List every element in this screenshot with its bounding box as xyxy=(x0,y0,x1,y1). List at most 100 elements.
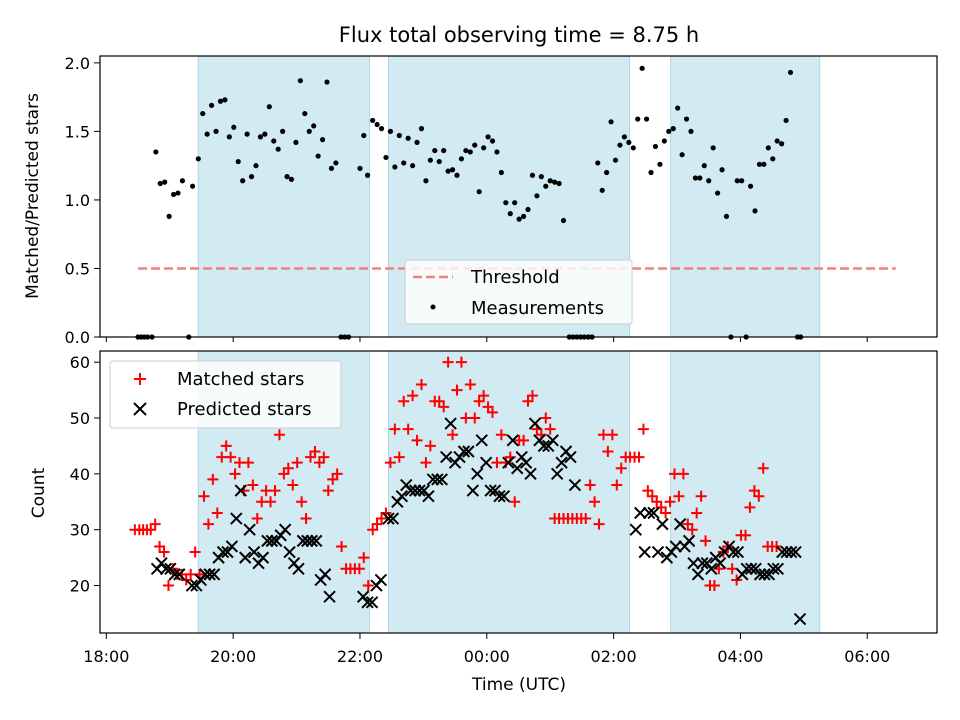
measurement-point xyxy=(547,178,553,184)
measurement-point xyxy=(288,176,295,182)
measurement-point xyxy=(293,139,299,145)
measurement-point xyxy=(489,138,496,144)
matched-star-point xyxy=(327,473,339,485)
matched-star-point xyxy=(367,524,379,536)
predicted-star-point xyxy=(789,545,802,559)
measurement-point xyxy=(661,138,667,144)
legend-predicted-label: Predicted stars xyxy=(177,399,311,420)
measurement-point xyxy=(374,121,380,128)
measurement-point xyxy=(710,145,716,151)
measurement-point xyxy=(494,149,500,155)
matched-star-point xyxy=(606,429,618,441)
matched-star-point xyxy=(287,479,299,491)
matched-star-point xyxy=(673,490,685,502)
measurement-point xyxy=(370,117,376,124)
predicted-star-point xyxy=(431,473,444,486)
measurement-point xyxy=(235,158,241,165)
matched-star-point xyxy=(198,490,210,502)
matched-star-point xyxy=(540,412,552,424)
measurement-point xyxy=(675,105,681,111)
matched-star-point xyxy=(247,479,259,491)
measurement-point xyxy=(436,158,442,165)
predicted-star-point xyxy=(256,551,270,564)
predicted-star-point xyxy=(207,568,221,581)
x-tick-label: 06:00 xyxy=(844,647,890,666)
measurement-point xyxy=(179,178,186,184)
measurement-point xyxy=(612,157,619,163)
measurement-point xyxy=(635,116,641,122)
measurement-point xyxy=(463,147,469,154)
matched-star-point xyxy=(651,496,663,508)
bottom-y-ticks: 20 30 40 50 60 xyxy=(70,353,100,596)
predicted-star-point xyxy=(435,473,448,486)
matched-star-point xyxy=(615,462,627,474)
measurement-point xyxy=(213,128,219,134)
measurement-point xyxy=(512,200,518,206)
matched-star-point xyxy=(655,501,667,513)
predicted-star-point xyxy=(705,562,718,575)
measurement-point xyxy=(253,163,259,169)
predicted-star-point xyxy=(408,484,422,497)
bottom-y-tick-label: 30 xyxy=(70,521,90,540)
predicted-star-point xyxy=(374,573,388,587)
matched-star-point xyxy=(544,423,556,435)
x-tick-label: 02:00 xyxy=(591,647,637,666)
measurement-point xyxy=(383,154,389,161)
measurement-point xyxy=(244,131,250,137)
measurement-point xyxy=(324,79,330,85)
measurement-point xyxy=(706,178,712,184)
measurement-point xyxy=(604,169,610,176)
measurement-point xyxy=(226,134,232,140)
top-y-axis-label: Matched/Predicted stars xyxy=(23,93,43,299)
measurement-point xyxy=(683,116,690,122)
measurement-point xyxy=(166,213,172,219)
measurement-point xyxy=(503,200,509,206)
matched-star-point xyxy=(154,540,166,552)
predicted-star-point xyxy=(696,556,709,570)
measurement-point xyxy=(414,139,420,145)
predicted-star-point xyxy=(629,523,643,536)
measurement-point xyxy=(302,110,308,117)
matched-star-point xyxy=(282,462,294,474)
measurement-point xyxy=(516,216,522,222)
predicted-star-point xyxy=(444,417,457,430)
matched-star-point xyxy=(318,451,330,463)
matched-star-point xyxy=(229,468,241,480)
top-y-tick-label: 1.5 xyxy=(65,122,90,141)
top-y-tick-label: 0.0 xyxy=(65,328,90,347)
matched-star-point xyxy=(322,485,334,497)
predicted-star-point xyxy=(296,534,310,548)
measurement-point xyxy=(204,131,210,137)
measurement-point xyxy=(543,183,549,189)
measurement-point xyxy=(222,97,228,103)
measurement-point xyxy=(248,174,255,180)
predicted-star-point xyxy=(361,596,374,609)
matched-star-point xyxy=(744,501,756,513)
predicted-star-point xyxy=(550,467,564,481)
matched-star-point xyxy=(771,540,783,552)
top-plot-frame xyxy=(99,55,938,338)
matched-star-point xyxy=(300,513,312,525)
matched-star-point xyxy=(251,513,263,525)
predicted-star-point xyxy=(651,545,665,559)
predicted-star-point xyxy=(555,456,568,469)
measurement-point xyxy=(529,172,536,178)
matched-star-point xyxy=(407,390,419,402)
bottom-y-tick-label: 50 xyxy=(70,409,90,428)
predicted-star-point xyxy=(386,512,400,525)
top-y-tick-label: 0.5 xyxy=(65,259,90,278)
observing-interval-shade xyxy=(670,55,821,338)
measurement-point xyxy=(599,187,605,193)
predicted-star-point xyxy=(771,562,785,575)
matched-star-point xyxy=(207,473,219,485)
predicted-star-point xyxy=(497,489,511,503)
measurement-point xyxy=(643,116,650,122)
matched-star-point xyxy=(420,457,432,469)
predicted-star-point xyxy=(238,551,252,564)
predicted-star-point xyxy=(457,445,471,458)
matched-star-point xyxy=(273,429,285,441)
matched-star-point xyxy=(708,580,720,592)
measurement-point xyxy=(427,157,433,163)
bottom-legend-box xyxy=(109,360,342,429)
measurement-point xyxy=(485,134,491,140)
